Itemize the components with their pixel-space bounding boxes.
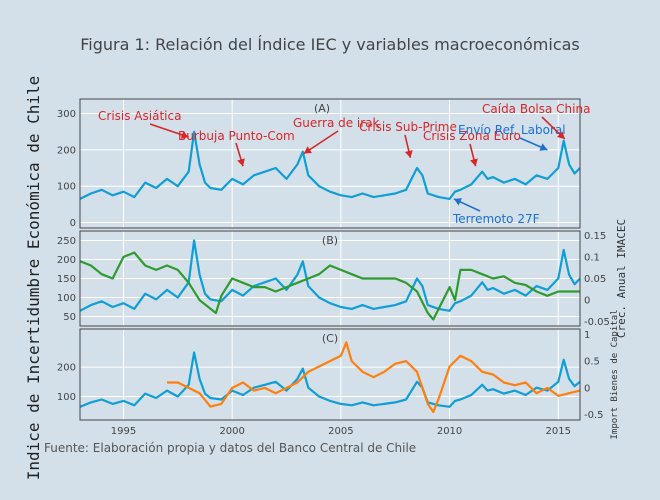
y-tick-label: 200 [57,255,76,266]
series-line-capital [167,341,581,414]
y-tick-label: 200 [57,363,76,374]
annotation-label: Crisis Zona Euro [423,129,521,143]
annotation-label: Crisis Asiática [98,109,181,123]
y-tick-label: 150 [57,274,76,285]
y2-tick-label: 0 [584,383,590,394]
annotation-arrowhead [237,158,245,167]
y2-tick-label: 0 [584,296,590,307]
x-tick-label: 2015 [546,426,571,437]
annotation-arrowhead [470,158,478,167]
x-tick-label: 2005 [328,426,353,437]
y-axis-title: Indice de Incertidumbre Económica de Chi… [24,76,43,481]
annotation-label: Guerra de irak [293,116,380,130]
source-note: Fuente: Elaboración propia y datos del B… [44,441,416,455]
annotation-arrowhead [539,143,548,151]
y-tick-label: 0 [70,218,76,229]
x-tick-label: 1995 [111,426,136,437]
panel-A-plot-area [80,99,580,228]
annotation-arrowhead [303,146,312,154]
y2-tick-label: 0.15 [584,231,606,242]
annotation-label: Envío Ref. Laboral [458,123,566,137]
y-tick-label: 100 [57,182,76,193]
panel-label: (B) [322,234,338,247]
annotation-arrowhead [556,131,565,139]
annotation-label: Terremoto 27F [452,212,540,226]
x-tick-label: 2000 [219,426,244,437]
annotation-label: Caída Bolsa China [482,102,590,116]
annotation-arrowhead [180,131,189,139]
panel-label: (A) [314,102,330,115]
annotation-arrowhead [453,198,462,206]
y2-tick-label: 0.5 [584,357,600,368]
y2-tick-label: 1 [584,330,590,341]
annotation-label: Burbuja Punto-Com [178,129,295,143]
y-tick-label: 200 [57,145,76,156]
y-tick-label: 300 [57,109,76,120]
y2-tick-label: -0.05 [584,317,610,328]
panel-A-frame [79,98,581,229]
series-line-iec [79,351,581,408]
y-tick-label: 100 [57,392,76,403]
panel-B-frame [79,230,581,327]
panel-C-plot-area [80,329,580,420]
y2-tick-label: 0.05 [584,274,606,285]
y-tick-label: 100 [57,293,76,304]
x-tick-label: 2010 [437,426,462,437]
annotation-arrowhead [404,150,413,158]
y-tick-label: 250 [57,236,76,247]
y2-axis-title: Import Bienes de Capital [610,309,620,439]
panel-label: (C) [322,332,338,345]
panel-C-frame [79,328,581,421]
y2-tick-label: 0.1 [584,252,600,263]
annotation-label: Crisis Sub-Prime [359,120,457,134]
chart-title: Figura 1: Relación del Índice IEC y vari… [80,35,580,54]
y2-axis-title: Crec. Anual IMACEC [615,219,628,338]
y2-tick-label: -0.5 [584,410,604,421]
y-tick-label: 50 [63,312,76,323]
series-line-imacec [79,251,580,321]
series-line-iec [79,130,581,200]
series-line-iec [79,239,581,312]
